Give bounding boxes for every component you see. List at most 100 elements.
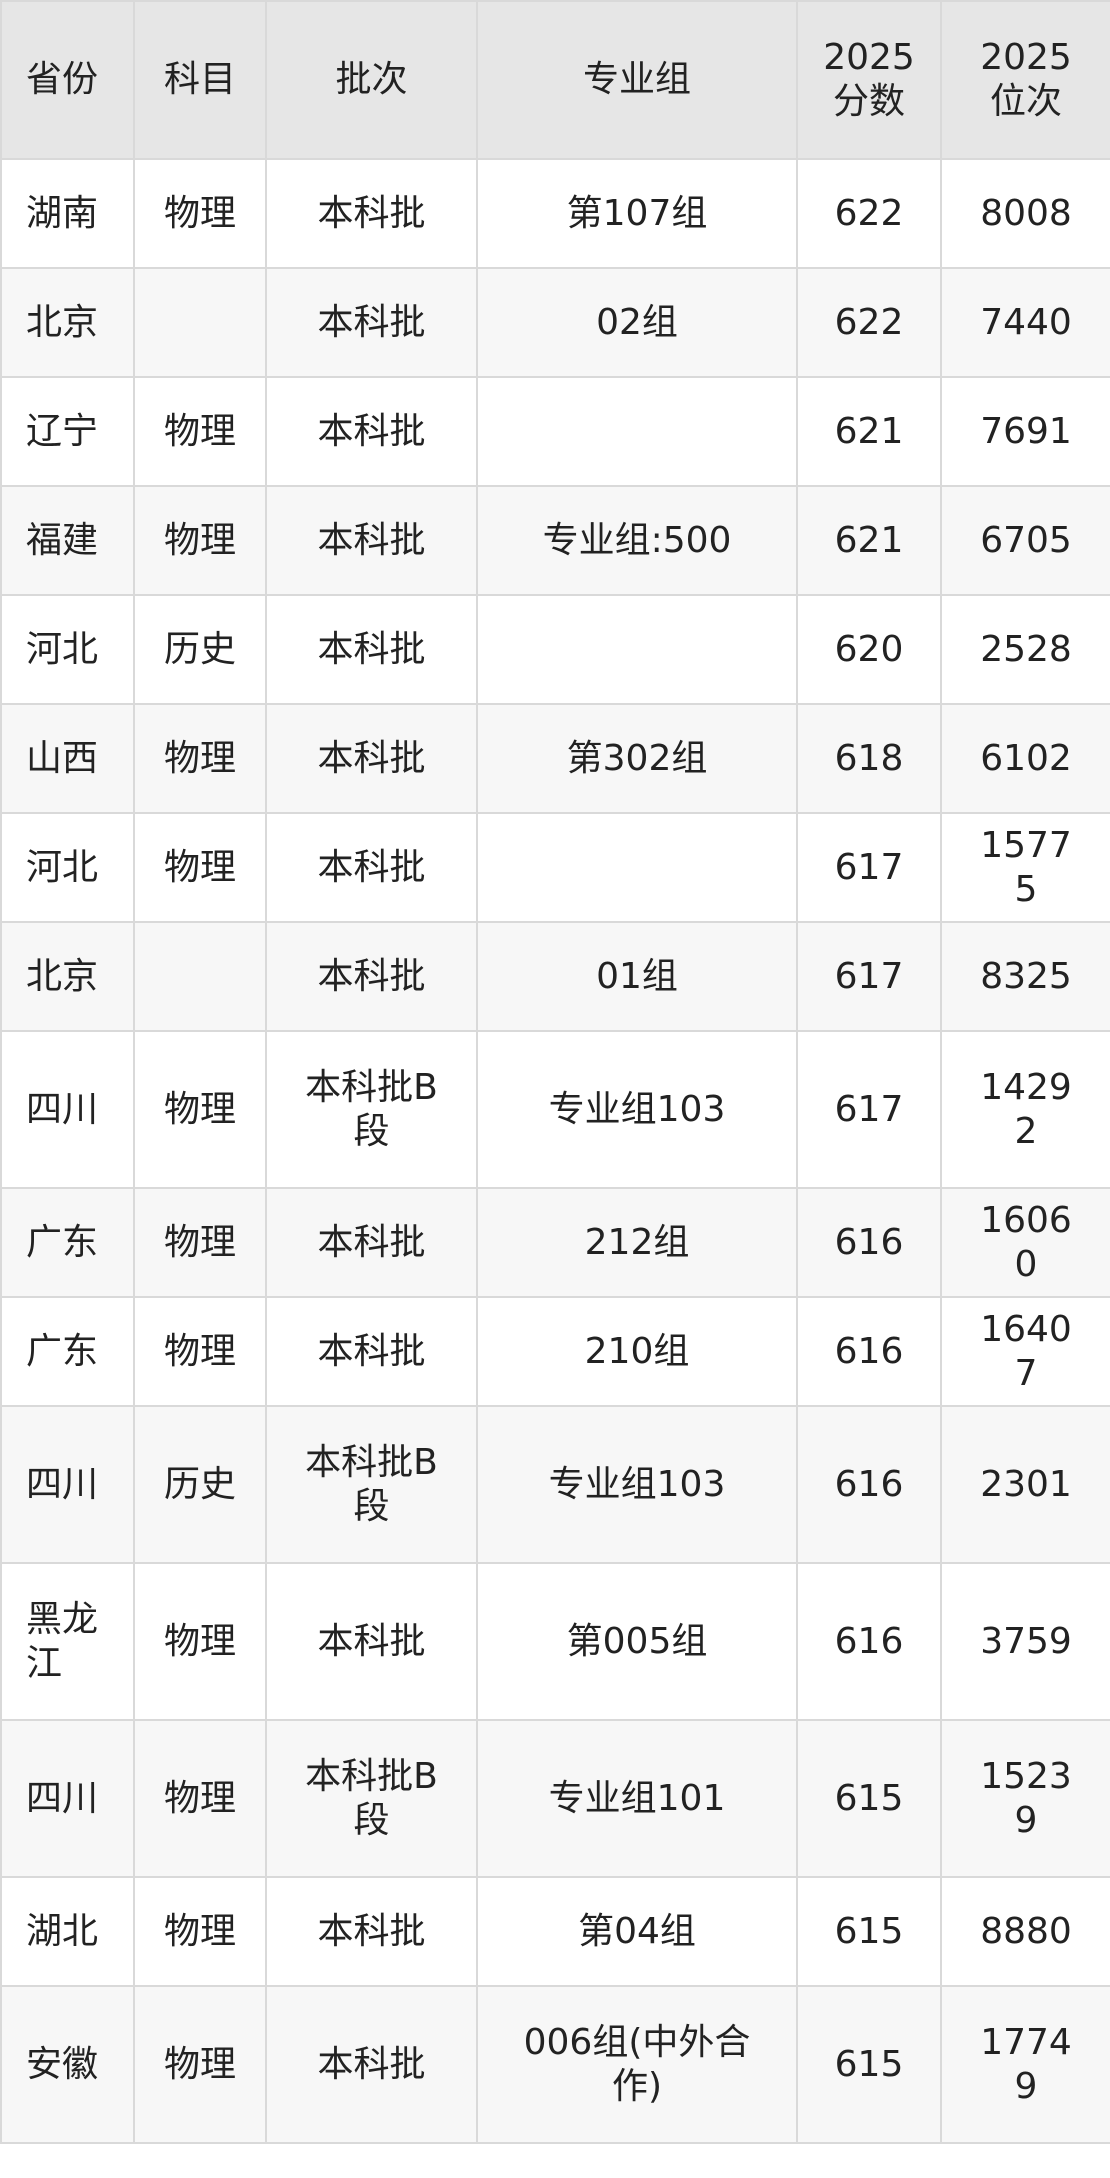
cell-text: 8880 [980,1910,1072,1952]
cell-text: 617 [834,846,904,888]
cell-text: 物理 [163,410,236,452]
cell-text: 湖南 [26,192,99,234]
cell-rank: 8008 [940,158,1110,269]
cell-text: 安徽 [26,2043,99,2085]
cell-batch: 本科批B段 [265,1030,478,1189]
cell-rank: 6102 [940,703,1110,814]
cell-text: 第04组 [578,1910,696,1952]
cell-text: 物理 [163,1620,236,1662]
cell-text: 本科批 [317,192,426,234]
cell-batch: 本科批B段 [265,1405,478,1564]
cell-subject [133,921,267,1032]
cell-province: 湖北 [0,1876,135,1987]
cell-text: 2528 [980,628,1072,670]
cell-text: 四川 [26,1777,99,1819]
cell-text: 第005组 [566,1620,708,1662]
cell-batch: 本科批 [265,376,478,487]
cell-text: 物理 [163,846,236,888]
table-row: 福建 物理 本科批 专业组:500 621 6705 [0,485,1110,596]
cell-province: 北京 [0,921,135,1032]
cell-major-group: 第04组 [476,1876,798,1987]
cell-text: 本科批B段 [305,1441,438,1527]
cell-text: 本科批 [317,955,426,997]
cell-batch: 本科批B段 [265,1719,478,1878]
cell-subject: 历史 [133,1405,267,1564]
cell-subject: 物理 [133,1296,267,1407]
cell-major-group: 006组(中外合作) [476,1985,798,2144]
cell-major-group [476,812,798,923]
cell-rank: 2528 [940,594,1110,705]
cell-text: 河北 [26,846,99,888]
cell-text: 本科批 [317,301,426,343]
table-row: 北京 本科批 01组 617 8325 [0,921,1110,1032]
cell-subject: 物理 [133,1985,267,2144]
cell-text: 622 [834,192,904,234]
cell-province: 北京 [0,267,135,378]
cell-province: 广东 [0,1187,135,1298]
cell-major-group: 210组 [476,1296,798,1407]
cell-major-group: 专业组103 [476,1405,798,1564]
cell-major-group: 专业组103 [476,1030,798,1189]
cell-major-group [476,594,798,705]
cell-text: 广东 [26,1330,99,1372]
cell-text: 专业组:500 [542,519,732,561]
table-row: 黑龙江 物理 本科批 第005组 616 3759 [0,1562,1110,1721]
cell-batch: 本科批 [265,1562,478,1721]
header-subject: 科目 [133,0,267,160]
cell-text: 617 [834,1088,904,1130]
header-label: 2025分数 [823,37,915,122]
cell-score: 615 [796,1876,942,1987]
cell-batch: 本科批 [265,1876,478,1987]
header-label: 专业组 [582,59,691,100]
cell-rank: 15775 [940,812,1110,923]
cell-subject: 物理 [133,1876,267,1987]
cell-text: 河北 [26,628,99,670]
cell-text: 17749 [980,2021,1072,2107]
cell-text: 16060 [980,1199,1072,1285]
cell-text: 15775 [980,824,1072,910]
cell-text: 本科批 [317,2043,426,2085]
cell-text: 历史 [163,628,236,670]
cell-text: 8325 [980,955,1072,997]
cell-score: 618 [796,703,942,814]
cell-text: 621 [834,410,904,452]
cell-major-group: 专业组:500 [476,485,798,596]
cell-text: 北京 [26,955,99,997]
cell-province: 河北 [0,594,135,705]
cell-text: 7440 [980,301,1072,343]
cell-text: 本科批 [317,628,426,670]
cell-rank: 7691 [940,376,1110,487]
cell-text: 006组(中外合作) [523,2021,751,2107]
cell-province: 湖南 [0,158,135,269]
cell-score: 615 [796,1985,942,2144]
cell-subject: 物理 [133,812,267,923]
cell-batch: 本科批 [265,921,478,1032]
cell-text: 210组 [584,1330,690,1372]
cell-text: 本科批 [317,410,426,452]
cell-province: 四川 [0,1405,135,1564]
table-row: 河北 历史 本科批 620 2528 [0,594,1110,705]
table-row: 广东 物理 本科批 212组 616 16060 [0,1187,1110,1298]
cell-text: 历史 [163,1463,236,1505]
cell-text: 615 [834,2043,904,2085]
header-label: 2025位次 [980,37,1072,122]
header-label: 科目 [163,59,236,100]
cell-text: 616 [834,1330,904,1372]
cell-text: 本科批 [317,1910,426,1952]
cell-text: 616 [834,1620,904,1662]
cell-text: 3759 [980,1620,1072,1662]
cell-subject [133,267,267,378]
cell-text: 01组 [596,955,678,997]
cell-score: 615 [796,1719,942,1878]
cell-major-group: 01组 [476,921,798,1032]
header-major-group: 专业组 [476,0,798,160]
cell-text: 8008 [980,192,1072,234]
cell-text: 黑龙江 [26,1598,99,1684]
header-label: 省份 [26,59,99,100]
cell-major-group: 第107组 [476,158,798,269]
cell-subject: 物理 [133,703,267,814]
cell-text: 617 [834,955,904,997]
cell-text: 212组 [584,1221,690,1263]
cell-text: 615 [834,1910,904,1952]
table-row: 四川 历史 本科批B段 专业组103 616 2301 [0,1405,1110,1564]
